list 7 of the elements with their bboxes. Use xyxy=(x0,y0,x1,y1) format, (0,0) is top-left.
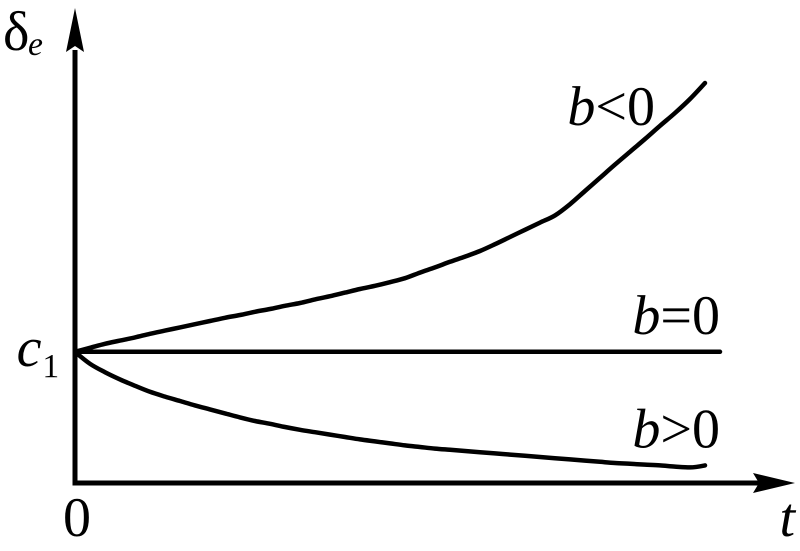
series-label: b=0 xyxy=(632,284,720,347)
x-axis-title: t xyxy=(779,487,796,549)
series-label: b>0 xyxy=(632,398,720,460)
y-axis-title: δₑ xyxy=(3,1,44,63)
text: 0 xyxy=(63,487,91,549)
text: c₁ xyxy=(16,316,61,379)
series-label: b<0 xyxy=(567,76,655,138)
